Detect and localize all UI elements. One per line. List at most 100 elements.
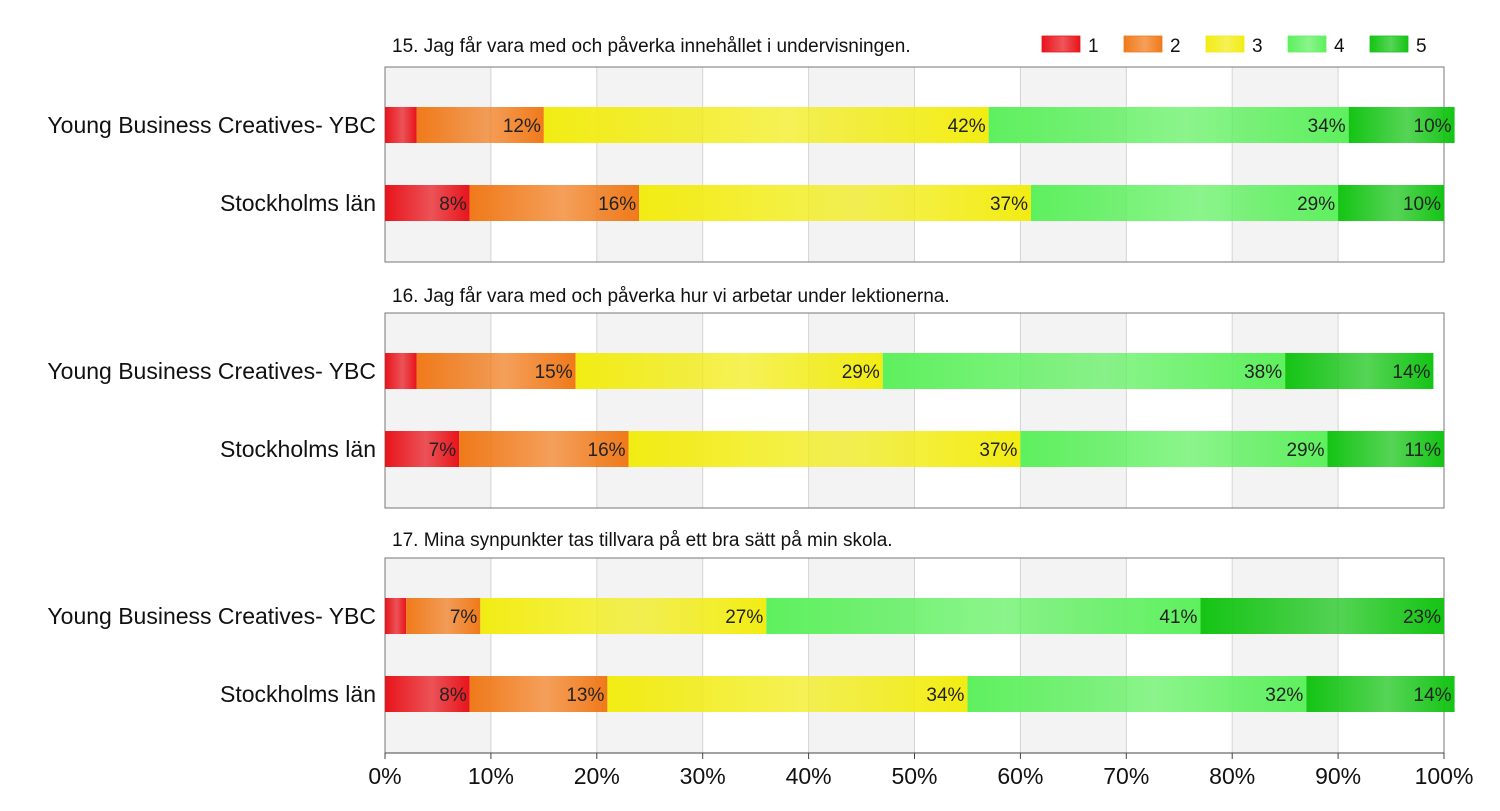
grid-band (702, 558, 809, 753)
bar-segment-4 (988, 107, 1349, 143)
data-label: 13% (566, 685, 604, 706)
grid-band (490, 67, 597, 262)
x-tick-label: 60% (997, 763, 1043, 789)
grid-band (1232, 67, 1339, 262)
legend-label-1: 1 (1088, 36, 1099, 57)
bar-segment-1 (385, 431, 460, 467)
data-label: 29% (1286, 440, 1324, 461)
chart-panel-1: 15. Jag får vara med och påverka innehål… (47, 36, 1455, 263)
x-tick-label: 20% (574, 763, 620, 789)
grid-band (914, 67, 1021, 262)
category-label: Stockholms län (220, 681, 376, 707)
data-label: 8% (439, 685, 467, 706)
data-label: 8% (439, 194, 467, 215)
category-label: Young Business Creatives- YBC (47, 112, 376, 138)
bar-segment-1 (385, 353, 417, 389)
x-tick-label: 50% (891, 763, 937, 789)
category-label: Stockholms län (220, 436, 376, 462)
data-label: 38% (1244, 362, 1282, 383)
legend-label-3: 3 (1252, 36, 1263, 57)
data-label: 12% (503, 116, 541, 137)
chart-title: 16. Jag får vara med och påverka hur vi … (392, 286, 950, 307)
bar-segment-4 (882, 353, 1286, 389)
data-label: 14% (1414, 685, 1452, 706)
grid-band (808, 313, 915, 508)
grid-band (1020, 313, 1127, 508)
bar-segment-1 (385, 185, 470, 221)
data-label: 37% (979, 440, 1017, 461)
category-label: Stockholms län (220, 190, 376, 216)
grid-band (1126, 558, 1233, 753)
grid-band (596, 67, 703, 262)
chart-title: 15. Jag får vara med och påverka innehål… (392, 36, 911, 57)
grid-band (490, 313, 597, 508)
panel-frame (384, 312, 1445, 509)
bar-segment-2 (459, 431, 629, 467)
grid-band (808, 558, 915, 753)
grid-band (1020, 67, 1127, 262)
data-label: 14% (1392, 362, 1430, 383)
grid-band (1232, 558, 1339, 753)
bar-segment-5 (1285, 353, 1434, 389)
data-label: 29% (842, 362, 880, 383)
data-label: 11% (1404, 440, 1441, 461)
bar-segment-4 (1030, 185, 1339, 221)
bar-segment-3 (628, 431, 1021, 467)
x-axis: 0% 10% 20% 30% 40% 50% 60% 70% 80% 90% 100% (368, 752, 1474, 789)
legend-label-5: 5 (1416, 36, 1427, 57)
grid-band (702, 313, 809, 508)
bar-segment-5 (1327, 431, 1444, 467)
grid-band (914, 558, 1021, 753)
data-label: 27% (725, 607, 763, 628)
data-label: 15% (535, 362, 573, 383)
bar-segment-3 (639, 185, 1031, 221)
data-label: 7% (450, 607, 478, 628)
grid-band (1338, 313, 1444, 508)
legend-swatch-4 (1287, 35, 1327, 53)
chart-title: 17. Mina synpunkter tas tillvara på ett … (392, 530, 893, 551)
legend-swatch-5 (1369, 35, 1409, 53)
bar-segment-1 (385, 107, 417, 143)
bar-segment-2 (406, 598, 481, 634)
data-label: 37% (990, 194, 1028, 215)
x-tick-label: 100% (1415, 763, 1474, 789)
category-label: Young Business Creatives- YBC (47, 358, 376, 384)
x-tick-label: 40% (786, 763, 832, 789)
chart-panel-3: 17. Mina synpunkter tas tillvara på ett … (47, 530, 1455, 754)
bar-segment-3 (607, 676, 968, 712)
data-label: 41% (1159, 607, 1197, 628)
x-tick-label: 30% (680, 763, 726, 789)
grid-band (490, 558, 597, 753)
grid-band (596, 558, 703, 753)
bar-segment-5 (1338, 185, 1444, 221)
x-tick-label: 80% (1209, 763, 1255, 789)
data-label: 32% (1265, 685, 1303, 706)
category-label: Young Business Creatives- YBC (47, 603, 376, 629)
legend-swatch-1 (1041, 35, 1081, 53)
x-tick-label: 10% (468, 763, 514, 789)
legend-label-2: 2 (1170, 36, 1181, 57)
data-label: 34% (1308, 116, 1346, 137)
bar-segment-3 (543, 107, 989, 143)
grid-band (914, 313, 1021, 508)
bar-segment-4 (1020, 431, 1328, 467)
data-label: 16% (598, 194, 636, 215)
bar-segment-1 (385, 598, 407, 634)
grid-band (385, 558, 491, 753)
bar-segment-1 (385, 676, 470, 712)
bar-segment-5 (1348, 107, 1455, 143)
grid-band (808, 67, 915, 262)
legend: 1 2 3 4 5 (1041, 35, 1427, 57)
bar-segment-2 (416, 107, 544, 143)
x-tick-label: 70% (1103, 763, 1149, 789)
bar-segment-4 (766, 598, 1201, 634)
grid-band (596, 313, 703, 508)
bar-segment-3 (575, 353, 883, 389)
bar-segment-5 (1200, 598, 1444, 634)
data-label: 23% (1403, 607, 1441, 628)
grid-band (1338, 67, 1444, 262)
chart-panel-2: 16. Jag får vara med och påverka hur vi … (47, 286, 1445, 509)
data-label: 10% (1403, 194, 1441, 215)
